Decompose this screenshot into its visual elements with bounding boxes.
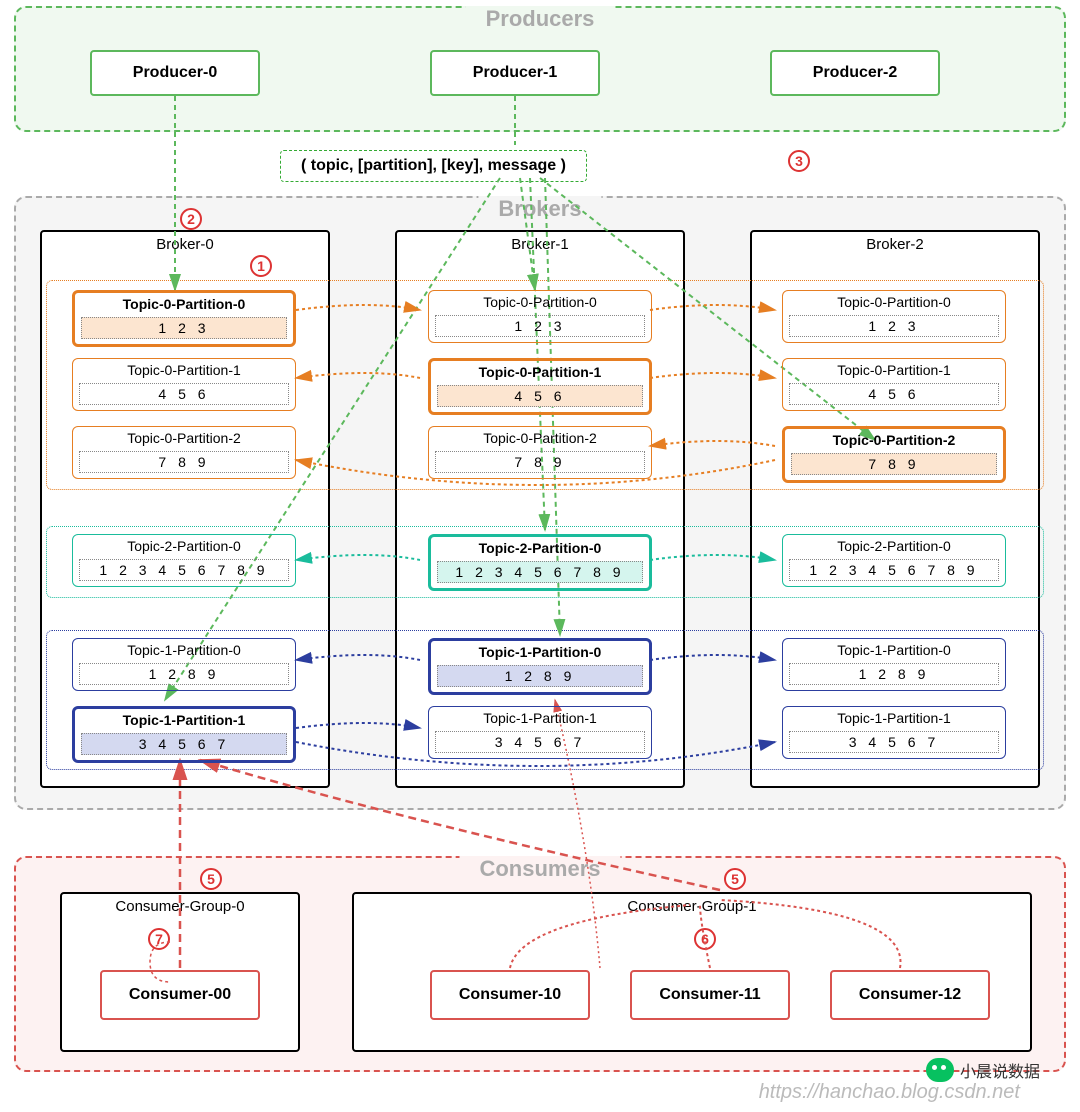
consumer-11: Consumer-11: [630, 970, 790, 1020]
partition-data: 1 2 3 4 5 6 7 8 9: [437, 561, 643, 583]
producer-1: Producer-1: [430, 50, 600, 96]
badge-6: 6: [694, 928, 716, 950]
partition: Topic-1-Partition-13 4 5 6 7: [782, 706, 1006, 759]
consumer-12: Consumer-12: [830, 970, 990, 1020]
partition: Topic-2-Partition-01 2 3 4 5 6 7 8 9: [72, 534, 296, 587]
partition-label: Topic-1-Partition-1: [75, 709, 293, 731]
partition-data: 4 5 6: [789, 383, 999, 405]
partition-label: Topic-1-Partition-0: [783, 639, 1005, 661]
partition-data: 4 5 6: [79, 383, 289, 405]
partition: Topic-0-Partition-27 8 9: [782, 426, 1006, 483]
wechat-text: 小晨说数据: [960, 1058, 1040, 1082]
partition: Topic-0-Partition-27 8 9: [72, 426, 296, 479]
badge-3: 3: [788, 150, 810, 172]
partition-label: Topic-2-Partition-0: [783, 535, 1005, 557]
partition-label: Topic-2-Partition-0: [431, 537, 649, 559]
partition-label: Topic-0-Partition-0: [783, 291, 1005, 313]
partition: Topic-0-Partition-14 5 6: [72, 358, 296, 411]
partition: Topic-2-Partition-01 2 3 4 5 6 7 8 9: [428, 534, 652, 591]
badge-5b: 5: [724, 868, 746, 890]
partition-data: 1 2 8 9: [79, 663, 289, 685]
partition-data: 4 5 6: [437, 385, 643, 407]
wechat-icon: [926, 1058, 954, 1082]
badge-1: 1: [250, 255, 272, 277]
consumer-00: Consumer-00: [100, 970, 260, 1020]
producer-0: Producer-0: [90, 50, 260, 96]
consumers-title: Consumers: [459, 856, 620, 882]
producer-2: Producer-2: [770, 50, 940, 96]
badge-7: 7: [148, 928, 170, 950]
partition-data: 1 2 8 9: [437, 665, 643, 687]
partition-label: Topic-0-Partition-0: [429, 291, 651, 313]
partition-label: Topic-2-Partition-0: [73, 535, 295, 557]
broker-1-title: Broker-1: [397, 232, 683, 257]
badge-2: 2: [180, 208, 202, 230]
brokers-title: Brokers: [478, 196, 601, 222]
partition-label: Topic-0-Partition-2: [429, 427, 651, 449]
partition: Topic-1-Partition-01 2 8 9: [428, 638, 652, 695]
partition: Topic-1-Partition-13 4 5 6 7: [72, 706, 296, 763]
partition-label: Topic-0-Partition-1: [783, 359, 1005, 381]
partition-label: Topic-0-Partition-1: [431, 361, 649, 383]
consumer-10: Consumer-10: [430, 970, 590, 1020]
broker-2-title: Broker-2: [752, 232, 1038, 257]
partition-label: Topic-1-Partition-0: [73, 639, 295, 661]
partition: Topic-1-Partition-13 4 5 6 7: [428, 706, 652, 759]
partition-label: Topic-0-Partition-0: [75, 293, 293, 315]
partition-data: 1 2 3: [435, 315, 645, 337]
partition-data: 1 2 8 9: [789, 663, 999, 685]
partition-data: 3 4 5 6 7: [789, 731, 999, 753]
message-format: ( topic, [partition], [key], message ): [280, 150, 587, 182]
partition: Topic-0-Partition-01 2 3: [428, 290, 652, 343]
partition: Topic-0-Partition-27 8 9: [428, 426, 652, 479]
partition-data: 1 2 3: [789, 315, 999, 337]
badge-5a: 5: [200, 868, 222, 890]
partition-data: 7 8 9: [791, 453, 997, 475]
producers-title: Producers: [466, 6, 615, 32]
partition: Topic-0-Partition-01 2 3: [72, 290, 296, 347]
partition-label: Topic-0-Partition-2: [73, 427, 295, 449]
cg1-title: Consumer-Group-1: [354, 894, 1030, 919]
partition: Topic-0-Partition-14 5 6: [782, 358, 1006, 411]
partition: Topic-2-Partition-01 2 3 4 5 6 7 8 9: [782, 534, 1006, 587]
cg0-title: Consumer-Group-0: [62, 894, 298, 919]
partition-data: 3 4 5 6 7: [435, 731, 645, 753]
partition-data: 7 8 9: [435, 451, 645, 473]
partition-data: 7 8 9: [79, 451, 289, 473]
partition-label: Topic-0-Partition-2: [785, 429, 1003, 451]
watermark: https://hanchao.blog.csdn.net: [759, 1081, 1020, 1104]
partition: Topic-0-Partition-01 2 3: [782, 290, 1006, 343]
partition: Topic-1-Partition-01 2 8 9: [782, 638, 1006, 691]
partition-data: 3 4 5 6 7: [81, 733, 287, 755]
partition-data: 1 2 3 4 5 6 7 8 9: [79, 559, 289, 581]
partition-data: 1 2 3: [81, 317, 287, 339]
wechat-attribution: 小晨说数据: [926, 1058, 1040, 1082]
partition-label: Topic-0-Partition-1: [73, 359, 295, 381]
partition: Topic-0-Partition-14 5 6: [428, 358, 652, 415]
broker-0-title: Broker-0: [42, 232, 328, 257]
partition-data: 1 2 3 4 5 6 7 8 9: [789, 559, 999, 581]
partition-label: Topic-1-Partition-1: [429, 707, 651, 729]
partition-label: Topic-1-Partition-1: [783, 707, 1005, 729]
partition: Topic-1-Partition-01 2 8 9: [72, 638, 296, 691]
partition-label: Topic-1-Partition-0: [431, 641, 649, 663]
